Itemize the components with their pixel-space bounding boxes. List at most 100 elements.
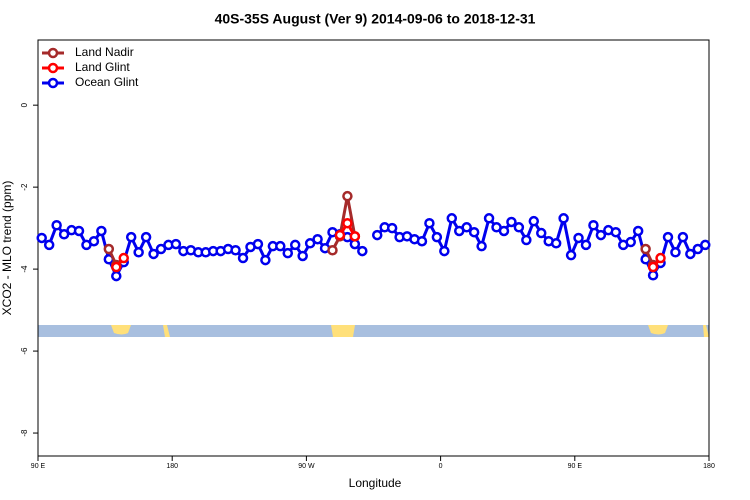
point — [36, 232, 47, 244]
point — [289, 239, 301, 251]
point — [297, 250, 308, 262]
point — [610, 226, 622, 238]
point — [58, 229, 70, 240]
point — [513, 222, 525, 233]
point — [140, 231, 152, 243]
point — [647, 270, 659, 281]
point — [528, 215, 540, 227]
point — [342, 217, 353, 229]
x-tick-label: 90 E — [568, 463, 583, 470]
point — [685, 248, 696, 260]
point — [312, 233, 323, 245]
x-axis-label: Longitude — [349, 476, 402, 490]
point — [640, 243, 651, 255]
x-tick-label: 90 E — [31, 463, 46, 470]
point — [439, 245, 450, 257]
point — [521, 234, 532, 246]
legend-label: Land Glint — [75, 60, 130, 74]
land-patch — [111, 325, 131, 335]
point — [625, 236, 636, 248]
point — [304, 238, 316, 249]
point — [148, 248, 159, 260]
point — [275, 240, 286, 252]
point — [111, 261, 122, 273]
legend-marker — [47, 62, 59, 74]
point — [476, 240, 487, 252]
y-tick-label: -2 — [20, 183, 29, 191]
series — [111, 217, 666, 273]
point — [371, 229, 383, 241]
land-patch — [331, 325, 355, 337]
point — [237, 252, 249, 264]
point — [334, 229, 346, 241]
x-tick-label: 180 — [703, 463, 715, 470]
series-line — [331, 194, 357, 251]
land-patch — [163, 325, 170, 337]
point — [73, 225, 85, 237]
y-tick-label: 0 — [20, 102, 29, 107]
point — [111, 270, 122, 282]
y-tick-label: -8 — [20, 429, 29, 437]
point — [357, 245, 368, 257]
point — [424, 217, 435, 229]
point — [700, 239, 711, 251]
point — [260, 254, 271, 266]
point — [252, 238, 264, 250]
point — [43, 239, 55, 251]
x-tick-label: 90 W — [298, 463, 315, 470]
point — [327, 245, 338, 256]
point — [632, 225, 644, 237]
map-strip — [38, 325, 709, 337]
point — [468, 226, 480, 238]
legend-label: Land Nadir — [75, 45, 134, 59]
point — [483, 213, 495, 224]
point — [446, 213, 458, 224]
point — [647, 261, 659, 273]
point — [662, 231, 674, 243]
point — [670, 247, 681, 258]
point — [342, 190, 353, 202]
point — [558, 213, 569, 224]
point — [536, 227, 547, 239]
point — [431, 231, 443, 243]
point — [573, 232, 584, 244]
point — [461, 222, 472, 233]
land-patch — [648, 325, 668, 335]
y-tick-label: -4 — [20, 265, 29, 273]
legend-marker — [47, 77, 59, 89]
x-tick-label: 180 — [166, 463, 178, 470]
point — [118, 252, 129, 264]
legend-marker — [47, 47, 59, 59]
point — [595, 229, 607, 241]
y-axis-label: XCO2 - MLO trend (ppm) — [0, 181, 14, 316]
point — [125, 231, 137, 243]
ocean-band — [38, 325, 709, 337]
y-tick-label: -6 — [20, 347, 29, 355]
land-patch — [703, 325, 709, 337]
point — [386, 222, 398, 234]
point — [96, 225, 107, 237]
chart-title: 40S-35S August (Ver 9) 2014-09-06 to 201… — [215, 11, 536, 27]
point — [51, 220, 62, 231]
point — [155, 243, 167, 255]
point — [103, 243, 115, 255]
point — [655, 252, 666, 264]
point — [349, 231, 361, 242]
point — [550, 238, 562, 249]
point — [230, 245, 241, 256]
point — [580, 239, 592, 251]
point — [498, 225, 510, 237]
point — [133, 247, 144, 258]
legend-label: Ocean Glint — [75, 75, 139, 89]
point — [588, 220, 599, 231]
point — [565, 249, 577, 261]
point — [88, 235, 100, 247]
x-tick-label: 0 — [439, 463, 443, 470]
point — [416, 235, 428, 247]
point — [170, 238, 182, 250]
point — [506, 216, 517, 228]
point — [692, 243, 704, 255]
